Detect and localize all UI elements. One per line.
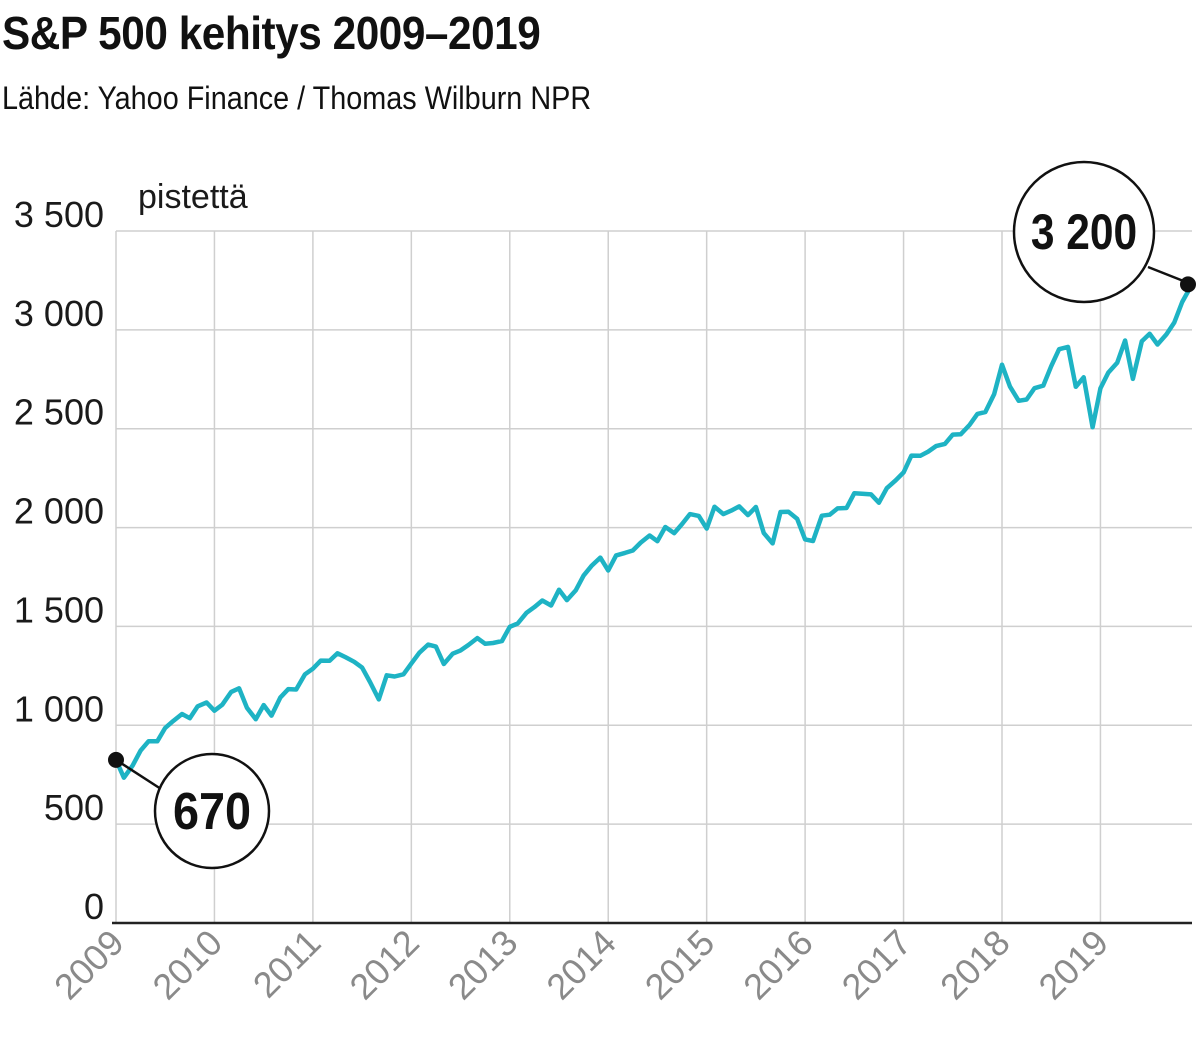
y-tick-label: 3 000 xyxy=(14,293,104,334)
annotation-bubble xyxy=(153,752,271,870)
y-axis-label: pistettä xyxy=(138,178,248,216)
y-tick-label: 3 500 xyxy=(14,194,104,235)
x-tick-label: 2014 xyxy=(538,922,624,1008)
y-tick-label: 2 500 xyxy=(14,392,104,433)
y-tick-label: 0 xyxy=(84,886,104,927)
x-tick-label: 2011 xyxy=(245,922,329,1006)
annotation-leader-line xyxy=(115,758,162,791)
x-tick-label: 2016 xyxy=(735,922,821,1008)
annotation-label: 670 xyxy=(173,783,251,841)
chart-subtitle: Lähde: Yahoo Finance / Thomas Wilburn NP… xyxy=(2,80,592,116)
grid-lines xyxy=(115,230,1192,923)
chart-title: S&P 500 kehitys 2009–2019 xyxy=(2,7,541,59)
y-tick-label: 1 000 xyxy=(14,688,104,729)
y-tick-label: 2 000 xyxy=(14,491,104,532)
annotation-dot xyxy=(1180,276,1196,293)
x-tick-label: 2012 xyxy=(341,922,427,1008)
x-tick-label: 2010 xyxy=(144,922,230,1008)
x-tick-label: 2015 xyxy=(637,922,723,1008)
annotation-dot xyxy=(108,751,124,768)
x-tick-label: 2013 xyxy=(440,922,526,1008)
data-series xyxy=(113,282,1195,780)
x-tick-label: 2017 xyxy=(834,922,920,1008)
x-tick-label: 2009 xyxy=(46,922,132,1008)
series-line xyxy=(113,282,1195,780)
annotation-bubble xyxy=(1012,160,1156,304)
y-tick-label: 500 xyxy=(44,787,104,828)
annotations: 670 3 200 xyxy=(108,160,1196,870)
annotation-label: 3 200 xyxy=(1031,204,1137,260)
y-tick-label: 1 500 xyxy=(14,589,104,630)
x-tick-label: 2018 xyxy=(932,922,1018,1008)
x-tick-label: 2019 xyxy=(1030,922,1116,1008)
